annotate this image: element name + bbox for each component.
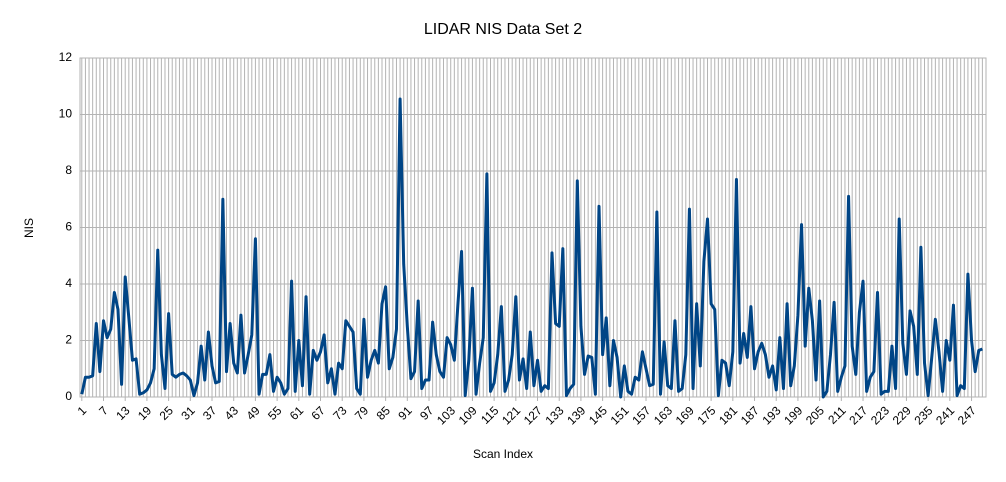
y-tick-label: 2: [65, 333, 72, 347]
data-line: [80, 97, 983, 399]
y-tick-label: 8: [65, 163, 72, 177]
y-tick-label: 6: [65, 220, 72, 234]
y-axis-label: NIS: [22, 218, 36, 238]
y-tick-label: 0: [65, 389, 72, 403]
y-tick-label: 12: [59, 50, 73, 64]
y-tick-label: 10: [59, 107, 73, 121]
y-tick-label: 4: [65, 276, 72, 290]
x-axis-label: Scan Index: [473, 447, 533, 461]
chart-title: LIDAR NIS Data Set 2: [424, 21, 582, 38]
plot-frame: [79, 57, 987, 398]
